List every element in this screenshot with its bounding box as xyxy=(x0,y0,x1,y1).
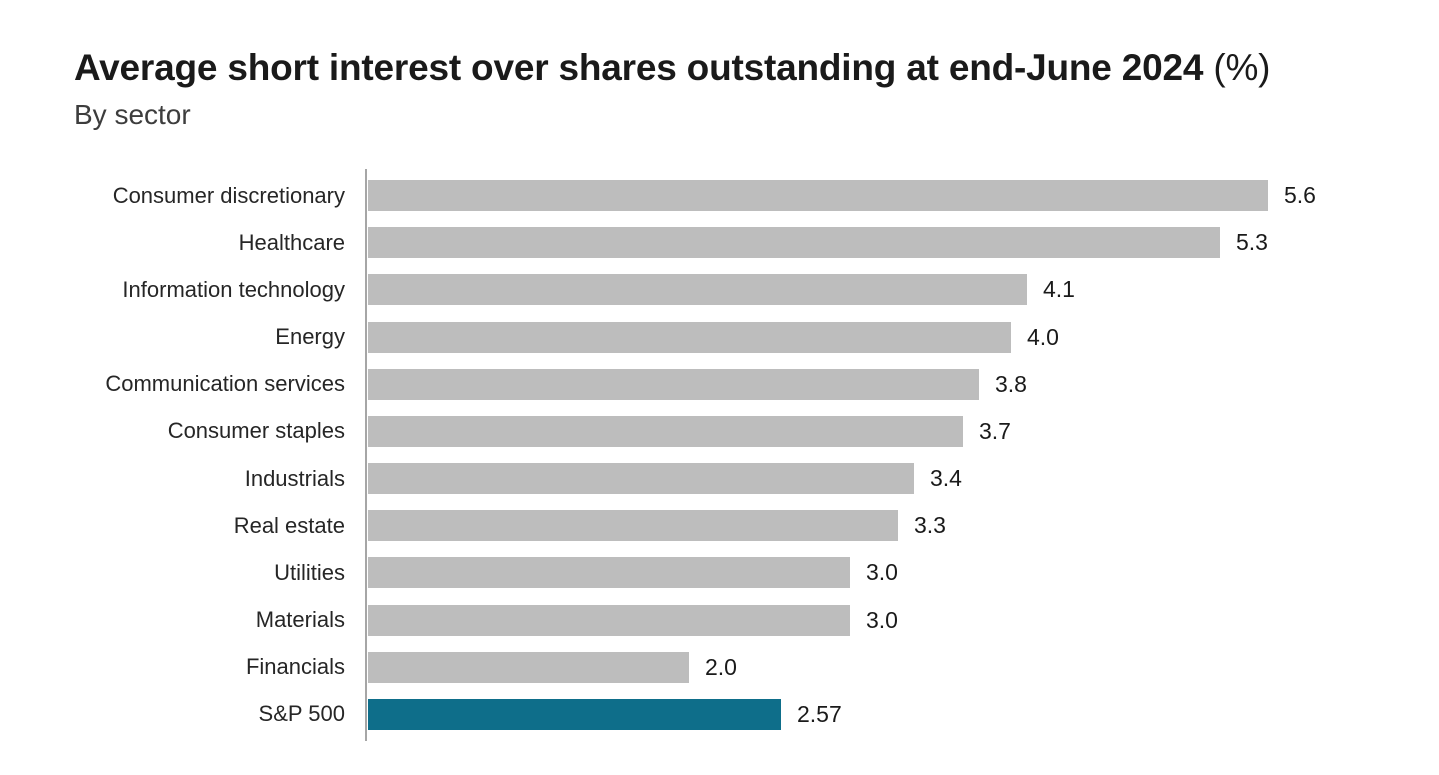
value-label: 5.6 xyxy=(1284,182,1316,209)
bar-track: 3.7 xyxy=(368,415,1439,447)
bar xyxy=(368,368,979,400)
bar-track: 2.57 xyxy=(368,698,1439,730)
bar-row: S&P 500 2.57 xyxy=(0,691,1439,738)
bar-row: Real estate 3.3 xyxy=(0,502,1439,549)
bar xyxy=(368,557,850,589)
bar-row: Materials 3.0 xyxy=(0,597,1439,644)
bar-track: 5.3 xyxy=(368,227,1439,259)
category-label: Industrials xyxy=(244,465,345,491)
bar-row: Healthcare 5.3 xyxy=(0,219,1439,266)
category-label: S&P 500 xyxy=(258,701,345,727)
value-label: 3.4 xyxy=(930,465,962,492)
bar-chart: Consumer discretionary 5.6 Healthcare 5.3 In… xyxy=(0,169,1439,741)
chart-title-unit: (%) xyxy=(1203,47,1271,88)
bar xyxy=(368,651,689,683)
highlight-bar xyxy=(368,698,781,730)
bar-row: Communication services 3.8 xyxy=(0,361,1439,408)
category-label: Utilities xyxy=(274,559,345,585)
category-label: Consumer staples xyxy=(167,418,345,444)
category-label: Materials xyxy=(255,607,345,633)
category-label: Communication services xyxy=(105,371,345,397)
bar-row: Consumer staples 3.7 xyxy=(0,408,1439,455)
bar-track: 3.8 xyxy=(368,368,1439,400)
bar-row: Utilities 3.0 xyxy=(0,549,1439,596)
category-label: Financials xyxy=(245,654,345,680)
chart-subtitle: By sector xyxy=(74,98,191,130)
bar-row: Industrials 3.4 xyxy=(0,455,1439,502)
bar xyxy=(368,415,963,447)
bar-track: 3.0 xyxy=(368,557,1439,589)
value-label: 3.8 xyxy=(995,370,1027,397)
category-label: Information technology xyxy=(122,276,345,302)
value-label: 3.3 xyxy=(914,512,946,539)
bar-row: Information technology 4.1 xyxy=(0,266,1439,313)
bar xyxy=(368,510,898,542)
bar xyxy=(368,274,1027,306)
value-label: 5.3 xyxy=(1236,229,1268,256)
chart-title-text: Average short interest over shares outst… xyxy=(74,47,1204,88)
chart-title: Average short interest over shares outst… xyxy=(74,47,1271,89)
value-label: 3.0 xyxy=(866,559,898,586)
bar-track: 2.0 xyxy=(368,651,1439,683)
category-label: Real estate xyxy=(233,512,345,538)
bar-track: 4.0 xyxy=(368,321,1439,353)
y-axis-line xyxy=(365,169,367,741)
value-label: 2.57 xyxy=(797,700,842,727)
bar-track: 4.1 xyxy=(368,274,1439,306)
bar xyxy=(368,321,1011,353)
bar-track: 3.0 xyxy=(368,604,1439,636)
bar xyxy=(368,180,1268,212)
category-label: Healthcare xyxy=(238,229,345,255)
bar xyxy=(368,463,914,495)
value-label: 2.0 xyxy=(705,653,737,680)
category-label: Consumer discretionary xyxy=(112,182,345,208)
value-label: 4.1 xyxy=(1043,276,1075,303)
value-label: 3.7 xyxy=(979,417,1011,444)
chart-header: Average short interest over shares outst… xyxy=(74,47,1271,131)
bar-track: 5.6 xyxy=(368,180,1439,212)
chart-rows: Consumer discretionary 5.6 Healthcare 5.3 In… xyxy=(0,172,1439,738)
bar-track: 3.3 xyxy=(368,510,1439,542)
category-label: Energy xyxy=(275,324,345,350)
bar xyxy=(368,227,1220,259)
value-label: 3.0 xyxy=(866,606,898,633)
bar xyxy=(368,604,850,636)
bar-track: 3.4 xyxy=(368,463,1439,495)
bar-row: Financials 2.0 xyxy=(0,644,1439,691)
bar-row: Consumer discretionary 5.6 xyxy=(0,172,1439,219)
bar-row: Energy 4.0 xyxy=(0,314,1439,361)
value-label: 4.0 xyxy=(1027,323,1059,350)
